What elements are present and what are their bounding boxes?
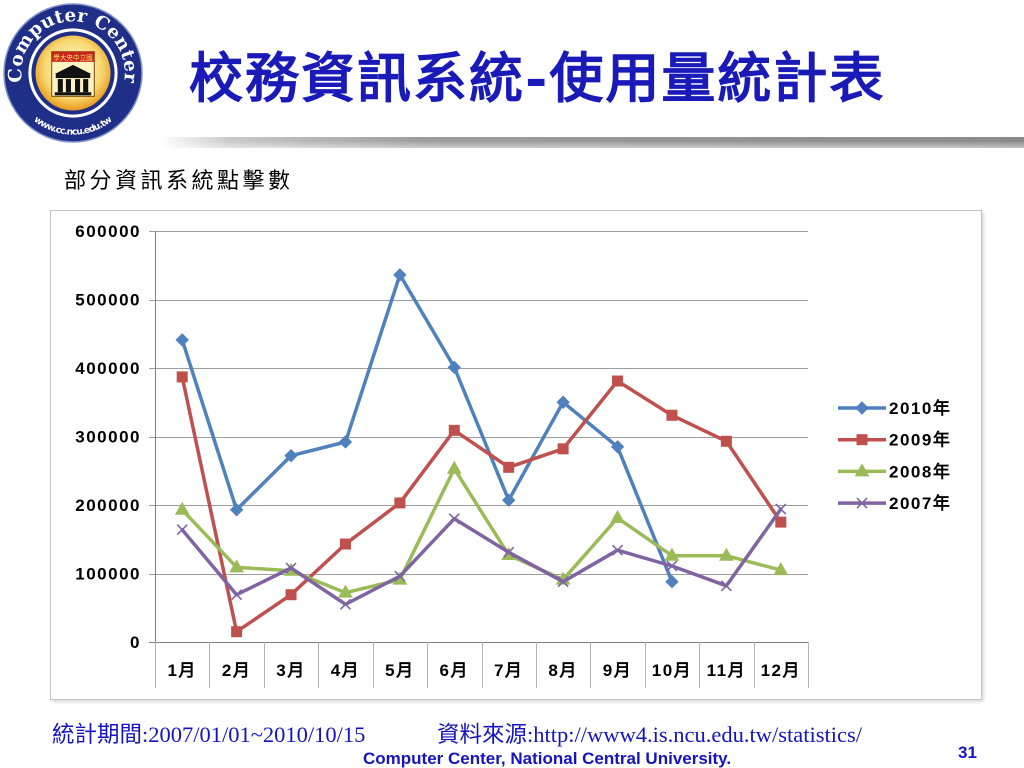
data-point-x	[720, 580, 732, 592]
data-point-triangle	[773, 562, 789, 576]
data-point-square	[231, 626, 243, 638]
data-point-x	[503, 546, 515, 558]
x-tick-label: 11月	[707, 661, 746, 680]
data-point-x	[285, 562, 297, 574]
data-point-triangle	[610, 509, 625, 524]
legend-item: 2007年	[838, 493, 951, 513]
data-point-square	[720, 435, 732, 447]
data-point-x	[775, 503, 787, 515]
data-point-x	[448, 513, 460, 525]
x-tick-label: 12月	[761, 661, 801, 680]
data-point-diamond	[393, 268, 407, 282]
data-point-diamond	[229, 503, 244, 517]
data-point-diamond	[665, 575, 679, 589]
data-point-x	[231, 589, 243, 601]
usage-line-chart: 0 100000 200000 300000 400000 500000 600000 1月 2…	[75, 222, 951, 688]
series-line	[180, 507, 783, 607]
chart-frame: 0 100000 200000 300000 400000 500000 600000 1月 2…	[50, 210, 982, 700]
data-point-diamond	[338, 435, 353, 449]
page-number: 31	[958, 743, 977, 762]
y-tick-label: 200000	[75, 496, 141, 515]
y-tick-label: 500000	[75, 291, 141, 310]
data-point-diamond	[284, 448, 298, 463]
series-line	[180, 273, 674, 584]
footer-period: 統計期間:2007/01/01~2010/10/15	[52, 722, 366, 747]
series-line	[180, 375, 783, 634]
data-point-triangle	[338, 584, 353, 598]
data-point-square	[503, 461, 515, 473]
university-emblem: 國立中央大學	[51, 51, 95, 97]
data-point-diamond	[447, 360, 461, 375]
legend-label: 2008年	[889, 461, 951, 481]
footer-organization: Computer Center, National Central Univer…	[363, 749, 732, 768]
data-point-triangle	[664, 547, 680, 561]
data-point-square	[557, 443, 569, 455]
legend-label: 2007年	[889, 493, 951, 513]
data-point-square	[448, 424, 460, 436]
data-point-square	[285, 589, 297, 601]
x-tick-label: 7月	[494, 661, 523, 680]
x-tick-label: 9月	[603, 661, 632, 680]
data-point-square	[176, 371, 188, 383]
legend-label: 2009年	[889, 430, 951, 450]
data-point-triangle	[174, 501, 190, 515]
legend-item: 2008年	[838, 461, 951, 481]
slide-subtitle: 部分資訊系統點擊數	[64, 169, 294, 194]
legend-marker	[856, 497, 868, 509]
series-line	[180, 466, 783, 595]
data-point-x	[394, 570, 406, 582]
data-point-triangle	[719, 547, 734, 561]
x-tick-label: 3月	[276, 661, 305, 680]
legend-item: 2010年	[838, 398, 951, 418]
data-point-x	[611, 544, 624, 556]
data-point-x	[557, 576, 569, 588]
y-tick-label: 400000	[75, 359, 141, 378]
data-point-square	[394, 497, 406, 509]
legend-label: 2010年	[889, 398, 951, 418]
data-point-diamond	[502, 493, 516, 507]
footer-source: 資料來源:http://www4.is.ncu.edu.tw/statistic…	[437, 722, 862, 747]
data-point-square	[339, 538, 351, 550]
computer-center-logo: Computer Center www.cc.ncu.edu.tw 國立中央大學	[3, 3, 143, 143]
x-tick-label: 6月	[440, 661, 469, 680]
legend-item: 2009年	[838, 430, 951, 450]
x-tick-label: 8月	[548, 661, 577, 680]
x-tick-label: 10月	[652, 661, 692, 680]
x-tick-label: 2月	[222, 661, 251, 680]
data-point-x	[339, 598, 352, 610]
x-tick-label: 1月	[167, 661, 196, 680]
slide-title: 校務資訊系統-使用量統計表	[189, 46, 886, 110]
emblem-text: 國立中央大學	[53, 53, 93, 62]
data-point-diamond	[610, 440, 625, 454]
legend-marker	[854, 463, 870, 477]
data-point-square	[775, 516, 787, 528]
data-point-diamond	[175, 333, 189, 347]
y-tick-label: 600000	[75, 222, 141, 241]
y-tick-label: 100000	[75, 565, 141, 584]
x-tick-label: 5月	[385, 661, 414, 680]
x-tick-label: 4月	[331, 661, 360, 680]
y-tick-label: 0	[130, 633, 141, 652]
data-point-square	[666, 409, 678, 421]
data-point-x	[176, 524, 188, 536]
data-point-diamond	[556, 395, 570, 409]
data-point-triangle	[446, 460, 462, 474]
data-point-x	[666, 560, 678, 572]
data-point-square	[612, 375, 624, 387]
y-tick-label: 300000	[75, 428, 141, 447]
data-point-triangle	[229, 559, 244, 573]
legend-marker	[856, 434, 868, 446]
title-divider	[160, 137, 1024, 148]
legend-marker	[855, 401, 869, 415]
